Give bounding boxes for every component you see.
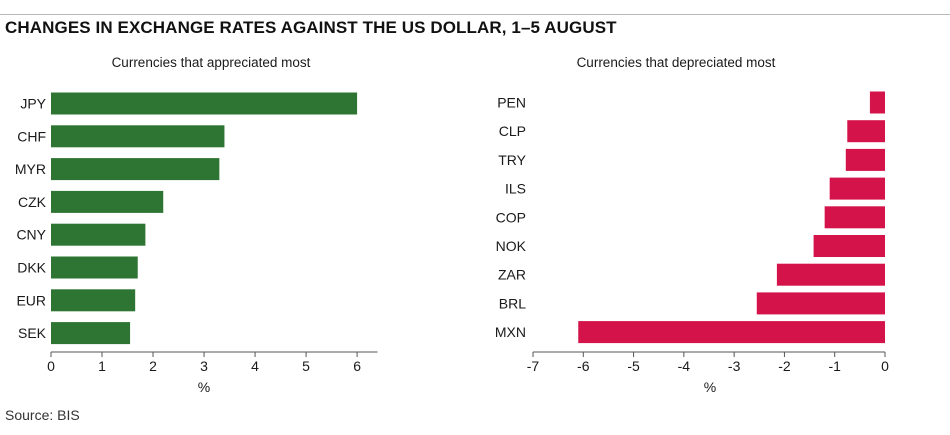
- left-x-tick-label: 1: [98, 358, 106, 374]
- right-bar-mxn: [578, 321, 885, 344]
- left-category-label-czk: CZK: [18, 194, 47, 210]
- left-bar-chf: [51, 125, 225, 148]
- left-category-label-jpy: JPY: [20, 96, 46, 112]
- left-x-tick-label: 5: [302, 358, 310, 374]
- left-bar-czk: [51, 190, 164, 213]
- right-bar-cop: [824, 206, 885, 229]
- left-category-label-dkk: DKK: [17, 260, 46, 276]
- right-x-tick-label: -2: [778, 358, 791, 374]
- right-bar-ils: [829, 177, 885, 200]
- right-x-tick-label: -7: [527, 358, 540, 374]
- right-category-label-ils: ILS: [505, 181, 526, 197]
- left-x-tick-label: 6: [353, 358, 361, 374]
- right-category-label-try: TRY: [498, 152, 526, 168]
- left-bar-myr: [51, 158, 220, 181]
- left-category-label-myr: MYR: [15, 161, 46, 177]
- left-panel-title: Currencies that appreciated most: [112, 55, 311, 70]
- left-category-label-eur: EUR: [16, 292, 46, 308]
- right-category-label-clp: CLP: [499, 123, 526, 139]
- right-x-axis-label: %: [704, 379, 716, 395]
- left-bar-dkk: [51, 256, 138, 279]
- source-note: Source: BIS: [5, 407, 80, 423]
- right-category-label-mxn: MXN: [495, 324, 526, 340]
- chart-title: CHANGES IN EXCHANGE RATES AGAINST THE US…: [5, 18, 617, 37]
- right-bar-clp: [847, 120, 885, 143]
- right-panel-title: Currencies that depreciated most: [577, 55, 776, 70]
- left-bar-jpy: [51, 92, 358, 115]
- left-x-tick-label: 2: [149, 358, 157, 374]
- right-bar-try: [845, 148, 885, 171]
- left-bar-cny: [51, 223, 146, 246]
- left-bar-sek: [51, 322, 131, 345]
- left-category-label-cny: CNY: [16, 227, 46, 243]
- right-x-tick-label: -1: [828, 358, 841, 374]
- left-category-label-sek: SEK: [18, 325, 47, 341]
- top-rule: [0, 14, 950, 15]
- right-category-label-pen: PEN: [497, 95, 526, 111]
- left-category-label-chf: CHF: [17, 128, 46, 144]
- left-x-tick-label: 3: [200, 358, 208, 374]
- right-category-label-zar: ZAR: [498, 267, 526, 283]
- right-category-label-cop: COP: [496, 209, 526, 225]
- left-x-tick-label: 4: [251, 358, 259, 374]
- right-category-label-brl: BRL: [499, 295, 526, 311]
- right-panel: -7 -6 -5 -4 -3 -2 -1 0 PEN CLP TRY ILS COP NOK ZAR BRL M…: [495, 91, 889, 374]
- left-panel: 0 1 2 3 4 5 6 JPY CHF MYR CZK CNY DKK EUR SEK: [15, 92, 378, 374]
- right-bar-zar: [776, 263, 885, 286]
- right-x-tick-label: -5: [627, 358, 640, 374]
- right-bar-pen: [869, 91, 885, 114]
- right-bar-nok: [813, 235, 885, 257]
- left-x-tick-label: 0: [47, 358, 55, 374]
- right-x-tick-label: -6: [577, 358, 590, 374]
- left-bar-eur: [51, 289, 136, 312]
- left-x-axis-label: %: [198, 379, 210, 395]
- right-x-tick-label: 0: [881, 358, 889, 374]
- right-x-tick-label: -4: [678, 358, 691, 374]
- right-x-tick-label: -3: [728, 358, 741, 374]
- right-bar-brl: [756, 292, 885, 315]
- right-category-label-nok: NOK: [496, 238, 527, 254]
